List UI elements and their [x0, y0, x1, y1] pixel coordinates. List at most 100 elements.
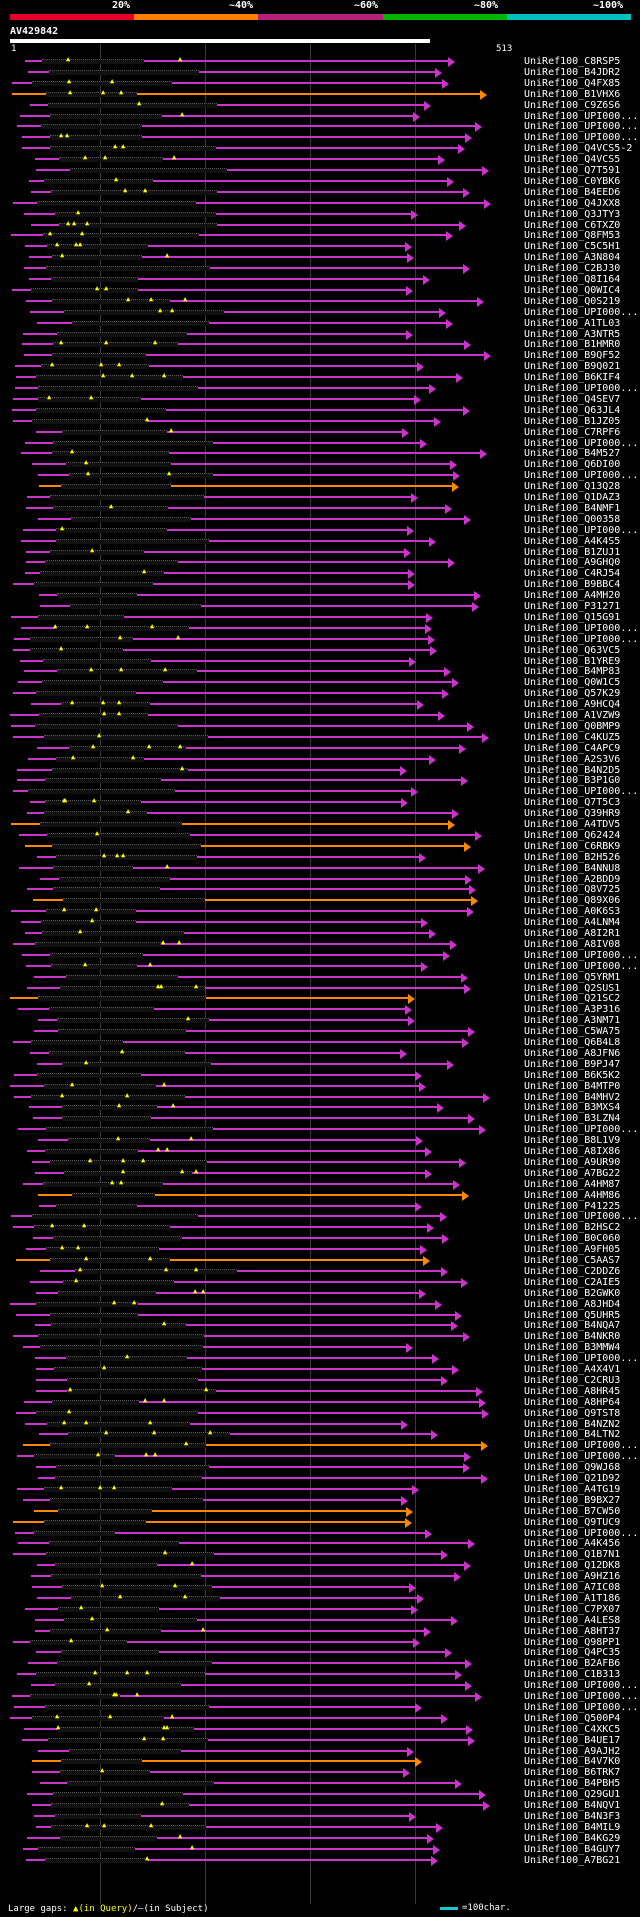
hit-label[interactable]: UniRef100_B2GWK0 — [524, 1287, 621, 1299]
hit-row[interactable]: UniRef100_UPI000... — [0, 438, 640, 449]
hit-label[interactable]: UniRef100_B1ZUJ1 — [524, 546, 621, 558]
hit-label[interactable]: UniRef100_B4NQV1 — [524, 1800, 621, 1811]
hit-label[interactable]: UniRef100_B4KG29 — [524, 1832, 621, 1844]
hit-row[interactable]: ▲ ▲ ▲ UniRef100_B2H526 — [0, 851, 640, 863]
hit-row[interactable]: UniRef100_C2CRU3 — [0, 1375, 640, 1386]
hit-row[interactable]: UniRef100_A3NTR5 — [0, 329, 640, 340]
hit-row[interactable]: ▲ ▲ ▲ UniRef100_Q4VCS5 — [0, 154, 640, 166]
hit-row[interactable]: ▲ UniRef100_Q6DI00 — [0, 459, 640, 471]
hit-row[interactable]: UniRef100_Q89X06 — [0, 895, 640, 907]
hit-row[interactable]: UniRef100_UPI000... — [0, 1211, 640, 1223]
hit-label[interactable]: UniRef100_B1VHX6 — [524, 88, 621, 100]
hit-label[interactable]: UniRef100_Q8V725 — [524, 884, 621, 896]
hit-row[interactable]: UniRef100_Q4JXX8 — [0, 198, 640, 209]
hit-label[interactable]: UniRef100_Q0W1C5 — [524, 677, 621, 689]
hit-label[interactable]: UniRef100_A4TG19 — [524, 1483, 621, 1495]
hit-label[interactable]: UniRef100_C4RJ54 — [524, 568, 621, 580]
hit-label[interactable]: UniRef100_B9BBC4 — [524, 579, 621, 591]
hit-row[interactable]: ▲ UniRef100_B4N2D5 — [0, 764, 640, 776]
hit-row[interactable]: ▲ ▲ UniRef100_A3N804 — [0, 252, 640, 264]
hit-row[interactable]: ▲ ▲ UniRef100_B3MXS4 — [0, 1102, 640, 1114]
hit-row[interactable]: ▲ ▲ UniRef100_Q4FX85 — [0, 77, 640, 89]
hit-label[interactable]: UniRef100_UPI000... — [524, 633, 639, 645]
hit-label[interactable]: UniRef100_Q9TUC9 — [524, 1516, 621, 1528]
hit-label[interactable]: UniRef100_B0C060 — [524, 1233, 621, 1245]
hit-row[interactable]: ▲ ▲ ▲ UniRef100_B1VHX6 — [0, 88, 640, 100]
hit-label[interactable]: UniRef100_B2H526 — [524, 851, 621, 863]
hit-label[interactable]: UniRef100_Q0S219 — [524, 295, 621, 307]
hit-label[interactable]: UniRef100_C5AAS7 — [524, 1255, 621, 1266]
hit-label[interactable]: UniRef100_Q1B7N1 — [524, 1549, 621, 1561]
hit-row[interactable]: ▲ ▲ UniRef100_A2S3V6 — [0, 753, 640, 765]
hit-row[interactable]: ▲ ▲ UniRef100_Q8FM53 — [0, 230, 640, 242]
hit-row[interactable]: UniRef100_B9QF52 — [0, 350, 640, 362]
hit-row[interactable]: ▲ UniRef100_Q3JTY3 — [0, 208, 640, 220]
hit-label[interactable]: UniRef100_C5WA75 — [524, 1026, 621, 1038]
hit-label[interactable]: UniRef100_C7RPF6 — [524, 426, 621, 438]
hit-row[interactable]: ▲ ▲ ▲ UniRef100_Q500P4 — [0, 1712, 640, 1724]
hit-label[interactable]: UniRef100_B3P1G0 — [524, 775, 621, 787]
hit-row[interactable]: ▲ UniRef100_Q12DK8 — [0, 1560, 640, 1572]
hit-label[interactable]: UniRef100_A8JHD4 — [524, 1298, 621, 1310]
hit-row[interactable]: UniRef100_UPI000... — [0, 1702, 640, 1713]
hit-label[interactable]: UniRef100_B8L1V9 — [524, 1135, 621, 1147]
hit-label[interactable]: UniRef100_B4MTP0 — [524, 1080, 621, 1092]
hit-label[interactable]: UniRef100_Q62424 — [524, 829, 621, 841]
hit-label[interactable]: UniRef100_C4KUZ5 — [524, 731, 621, 743]
hit-row[interactable]: ▲ ▲ UniRef100_B4UE17 — [0, 1734, 640, 1746]
hit-row[interactable]: ▲ ▲ UniRef100_UPI000... — [0, 633, 640, 645]
hit-label[interactable]: UniRef100_UPI000... — [524, 1211, 639, 1223]
hit-row[interactable]: UniRef100_Q8V725 — [0, 884, 640, 896]
hit-row[interactable]: ▲ ▲ ▲ UniRef100_B4MP83 — [0, 666, 640, 678]
hit-label[interactable]: UniRef100_Q2SUS1 — [524, 982, 621, 994]
hit-label[interactable]: UniRef100_A3P316 — [524, 1004, 621, 1016]
hit-row[interactable]: ▲ ▲ UniRef100_A4HM87 — [0, 1178, 640, 1190]
hit-row[interactable]: ▲ ▲ UniRef100_B8L1V9 — [0, 1135, 640, 1147]
hit-row[interactable]: UniRef100_A4HM86 — [0, 1190, 640, 1201]
hit-label[interactable]: UniRef100_B1JZ05 — [524, 415, 621, 427]
hit-row[interactable]: ▲ ▲ UniRef100_A7IC08 — [0, 1582, 640, 1593]
hit-row[interactable]: ▲ UniRef100_A8I2R1 — [0, 928, 640, 939]
hit-label[interactable]: UniRef100_Q15G91 — [524, 611, 621, 623]
hit-label[interactable]: UniRef100_B4N3F3 — [524, 1810, 621, 1822]
hit-row[interactable]: ▲ UniRef100_Q39HR9 — [0, 808, 640, 820]
hit-row[interactable]: ▲ ▲ ▲ UniRef100_A9HCQ4 — [0, 699, 640, 711]
hit-label[interactable]: UniRef100_Q4FX85 — [524, 77, 621, 89]
hit-row[interactable]: ▲ UniRef100_C4RJ54 — [0, 568, 640, 580]
hit-row[interactable]: ▲ UniRef100_B4NQA7 — [0, 1320, 640, 1332]
hit-label[interactable]: UniRef100_B4M527 — [524, 448, 621, 460]
hit-label[interactable]: UniRef100_C4XKC5 — [524, 1723, 621, 1735]
hit-label[interactable]: UniRef100_UPI000... — [524, 1701, 639, 1713]
hit-row[interactable]: UniRef100_Q13Q28 — [0, 481, 640, 493]
hit-row[interactable]: ▲ ▲ UniRef100_Q4VCS5-2 — [0, 143, 640, 155]
hit-row[interactable]: UniRef100_Q63JL4 — [0, 405, 640, 416]
hit-label[interactable]: UniRef100_C1B313 — [524, 1669, 621, 1681]
hit-label[interactable]: UniRef100_Q8I164 — [524, 274, 621, 285]
hit-row[interactable]: UniRef100_B4NKR0 — [0, 1331, 640, 1343]
hit-label[interactable]: UniRef100_Q3JTY3 — [524, 208, 621, 220]
hit-label[interactable]: UniRef100_A1T186 — [524, 1592, 621, 1604]
hit-row[interactable]: ▲ UniRef100_B4NMF1 — [0, 502, 640, 514]
hit-row[interactable]: ▲ ▲ ▲ UniRef100_A9UR90 — [0, 1156, 640, 1168]
hit-row[interactable]: ▲ UniRef100_Q62424 — [0, 829, 640, 841]
hit-label[interactable]: UniRef100_Q63VC5 — [524, 644, 621, 656]
hit-row[interactable]: UniRef100_B3LZN4 — [0, 1113, 640, 1125]
hit-label[interactable]: UniRef100_C2AIE5 — [524, 1276, 621, 1288]
hit-label[interactable]: UniRef100_B6K5K2 — [524, 1069, 621, 1081]
hit-row[interactable]: UniRef100_A3P316 — [0, 1004, 640, 1016]
hit-label[interactable]: UniRef100_Q89X06 — [524, 895, 621, 907]
hit-row[interactable]: ▲ ▲ UniRef100_C8RSP5 — [0, 56, 640, 67]
hit-label[interactable]: UniRef100_B4MIL9 — [524, 1821, 621, 1833]
hit-label[interactable]: UniRef100_Q0WIC4 — [524, 284, 621, 296]
hit-label[interactable]: UniRef100_A7IC08 — [524, 1582, 621, 1593]
hit-row[interactable]: UniRef100_B0C060 — [0, 1233, 640, 1245]
hit-label[interactable]: UniRef100_UPI000... — [524, 1353, 639, 1365]
hit-label[interactable]: UniRef100_Q39HR9 — [524, 808, 621, 820]
hit-row[interactable]: ▲ UniRef100_A3NM71 — [0, 1015, 640, 1027]
hit-row[interactable]: UniRef100_Q21SC2 — [0, 993, 640, 1005]
hit-label[interactable]: UniRef100_C7PX07 — [524, 1603, 621, 1615]
hit-row[interactable]: UniRef100_C2BJ30 — [0, 263, 640, 275]
hit-row[interactable]: UniRef100_B9BBC4 — [0, 579, 640, 591]
hit-label[interactable]: UniRef100_Q7T591 — [524, 165, 621, 176]
hit-row[interactable]: ▲ ▲ ▲ UniRef100_C5C5H1 — [0, 241, 640, 253]
